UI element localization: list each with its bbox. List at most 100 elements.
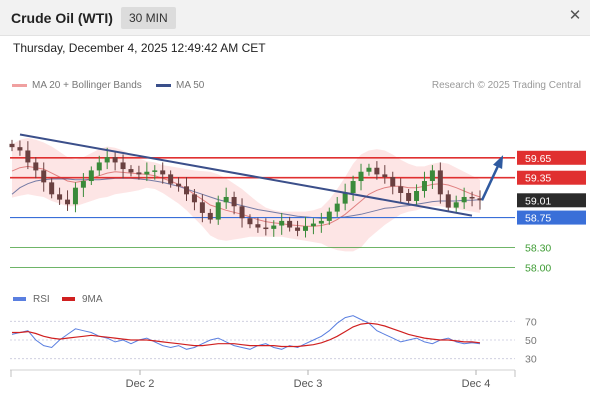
candle-body	[25, 150, 31, 163]
rsi-ma-line	[12, 322, 481, 348]
candle-body	[65, 199, 71, 205]
candle-body	[80, 181, 86, 188]
x-axis: Dec 2 Dec 3 Dec 4	[10, 369, 516, 390]
candle-body	[326, 211, 332, 221]
rsi-tick-30: 30	[525, 354, 537, 366]
bollinger-layer	[12, 137, 480, 252]
candle	[128, 165, 134, 177]
candle-body	[184, 186, 190, 195]
candle	[334, 196, 340, 217]
close-icon[interactable]: ✕	[568, 7, 582, 24]
x-tick-label: Dec 3	[294, 378, 323, 390]
candle-body	[342, 192, 348, 204]
candle-body	[406, 192, 412, 201]
level-labels-layer: 59.65 59.35 59.01 58.75 58.30 58.00	[517, 150, 586, 274]
candle	[477, 190, 483, 210]
candle	[342, 183, 348, 211]
candle-body	[168, 174, 174, 184]
candle-body	[421, 181, 427, 191]
candle-body	[429, 170, 435, 182]
candle	[390, 171, 396, 195]
candles-layer	[9, 139, 483, 238]
candle	[199, 194, 205, 223]
candle	[429, 165, 435, 190]
candle-body	[239, 206, 245, 219]
candle-body	[176, 183, 182, 187]
x-tick-label: Dec 2	[126, 378, 155, 390]
candle	[366, 163, 372, 176]
candle	[152, 165, 158, 180]
candle	[57, 187, 63, 205]
ma20-swatch	[12, 83, 27, 87]
candle	[104, 147, 110, 170]
candle	[207, 208, 213, 224]
forecast-arrow-head	[493, 155, 504, 169]
candle-body	[207, 212, 213, 220]
candle	[414, 184, 420, 207]
candle-body	[57, 194, 63, 200]
candle	[25, 141, 31, 170]
candle-body	[318, 220, 324, 224]
level-label-58.00: 58.00	[525, 262, 551, 274]
candle	[263, 218, 269, 236]
candle-body	[255, 224, 261, 228]
candle	[191, 189, 197, 211]
candle-body	[279, 220, 285, 226]
candle-body	[398, 186, 404, 193]
candle-body	[96, 162, 102, 171]
candle	[271, 220, 277, 237]
candle	[374, 161, 380, 180]
candle-body	[199, 202, 205, 213]
candle-body	[263, 227, 269, 230]
x-tick-label: Dec 4	[462, 378, 491, 390]
bollinger-band	[12, 137, 480, 252]
candle-body	[17, 147, 23, 151]
candle-body	[414, 191, 420, 201]
candle-body	[445, 194, 451, 208]
candle-body	[382, 174, 388, 178]
rsi-ma-legend-swatch	[62, 297, 75, 301]
candle	[398, 178, 404, 203]
candle-body	[88, 170, 94, 182]
ma50-swatch	[156, 83, 171, 87]
candle-body	[334, 203, 340, 212]
candle	[65, 190, 71, 211]
candle-body	[477, 198, 483, 201]
rsi-tick-50: 50	[525, 335, 537, 347]
candle-body	[461, 196, 467, 203]
level-badge-58.75	[517, 210, 586, 225]
candle	[49, 178, 55, 199]
copyright-text: Research © 2025 Trading Central	[431, 80, 581, 91]
candle	[453, 195, 459, 213]
timeframe-badge[interactable]: 30 MIN	[121, 7, 176, 29]
candle-body	[112, 157, 118, 163]
level-badge-59.65	[517, 150, 586, 165]
candle-body	[374, 167, 380, 175]
candle	[88, 166, 94, 186]
candle	[469, 191, 475, 207]
candle-body	[271, 225, 277, 229]
legend-ma50: MA 50	[156, 80, 204, 91]
candle	[9, 139, 15, 152]
candle	[239, 198, 245, 228]
candle-body	[453, 202, 459, 208]
level-label-59.65: 59.65	[525, 153, 551, 165]
candle	[437, 162, 443, 204]
candle-body	[302, 226, 308, 231]
level-badge-59.35	[517, 170, 586, 185]
candle	[255, 217, 261, 233]
rsi-panel: RSI 9MA 70 50 30	[10, 294, 537, 366]
candle	[215, 195, 221, 225]
rsi-line	[11, 315, 481, 350]
candle	[112, 151, 118, 171]
candle	[231, 191, 237, 215]
candle	[136, 165, 142, 180]
candle	[80, 173, 86, 197]
candle	[406, 189, 412, 205]
candle	[160, 162, 166, 184]
candle-body	[191, 194, 197, 203]
candle	[445, 190, 451, 212]
rsi-legend-label: RSI	[33, 294, 50, 305]
candle-body	[9, 143, 15, 148]
